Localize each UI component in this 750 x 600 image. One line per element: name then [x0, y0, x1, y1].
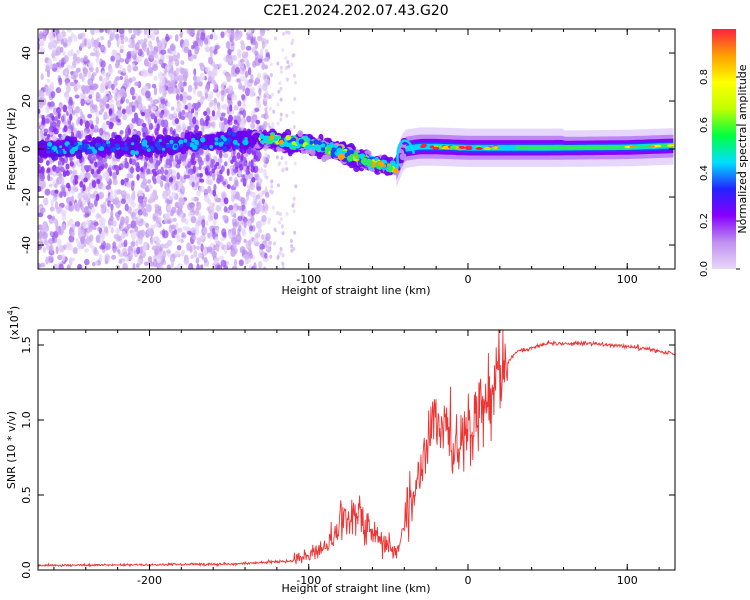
snr-ylabel: SNR (10 * v/v): [5, 411, 18, 489]
colorbar-scale: [712, 29, 736, 269]
spectrogram-ylabel: Frequency (Hz): [5, 108, 18, 191]
snr-y-tick-label: 0.0: [20, 561, 33, 579]
colorbar: 0.0 0.2 0.4 0.6 0.8 Normalized spectral ampl…: [699, 29, 749, 277]
spectrogram-x-tick-label: -100: [296, 273, 321, 286]
spectrogram-x-tick-label: 0: [464, 273, 471, 286]
snr-x-tick-label: -200: [137, 574, 162, 587]
snr-y-tick-label: 1.0: [20, 411, 33, 429]
snr-panel: -200 -100 0 100 0.0 0.5 1.0 1.5 Height of strai…: [5, 306, 676, 595]
figure-title: C2E1.2024.202.07.43.G20: [263, 3, 448, 19]
spectrogram-xlabel: Height of straight line (km): [281, 284, 430, 297]
snr-x-tick-label: -100: [296, 574, 321, 587]
spectrogram-y-tick-label: -20: [20, 188, 33, 206]
snr-x-tick-label: 100: [617, 574, 638, 587]
colorbar-tick-label: 0.8: [699, 69, 710, 85]
colorbar-tick-label: 0.0: [699, 261, 710, 277]
spectrogram-y-tick-label: 0: [20, 146, 33, 153]
snr-x-tick-label: 0: [464, 574, 471, 587]
snr-plot-area: [38, 330, 675, 570]
colorbar-tick-label: 0.6: [699, 117, 710, 133]
snr-series-line: [38, 330, 675, 568]
colorbar-tick-label: 0.4: [699, 165, 710, 181]
snr-scale-label: (x104): [6, 306, 21, 340]
colorbar-tick-label: 0.2: [699, 213, 710, 229]
spectrogram-y-tick-label: 40: [20, 46, 33, 60]
spectrogram-y-tick-label: 20: [20, 94, 33, 108]
colorbar-label: Normalized spectral amplitude: [736, 64, 749, 233]
spectrogram-y-tick-label: -40: [20, 236, 33, 254]
snr-y-tick-label: 0.5: [20, 486, 33, 504]
snr-xlabel: Height of straight line (km): [281, 582, 430, 595]
snr-y-tick-label: 1.5: [20, 336, 33, 354]
spectrogram-x-tick-label: 100: [617, 273, 638, 286]
spectrogram-x-tick-label: -200: [137, 273, 162, 286]
